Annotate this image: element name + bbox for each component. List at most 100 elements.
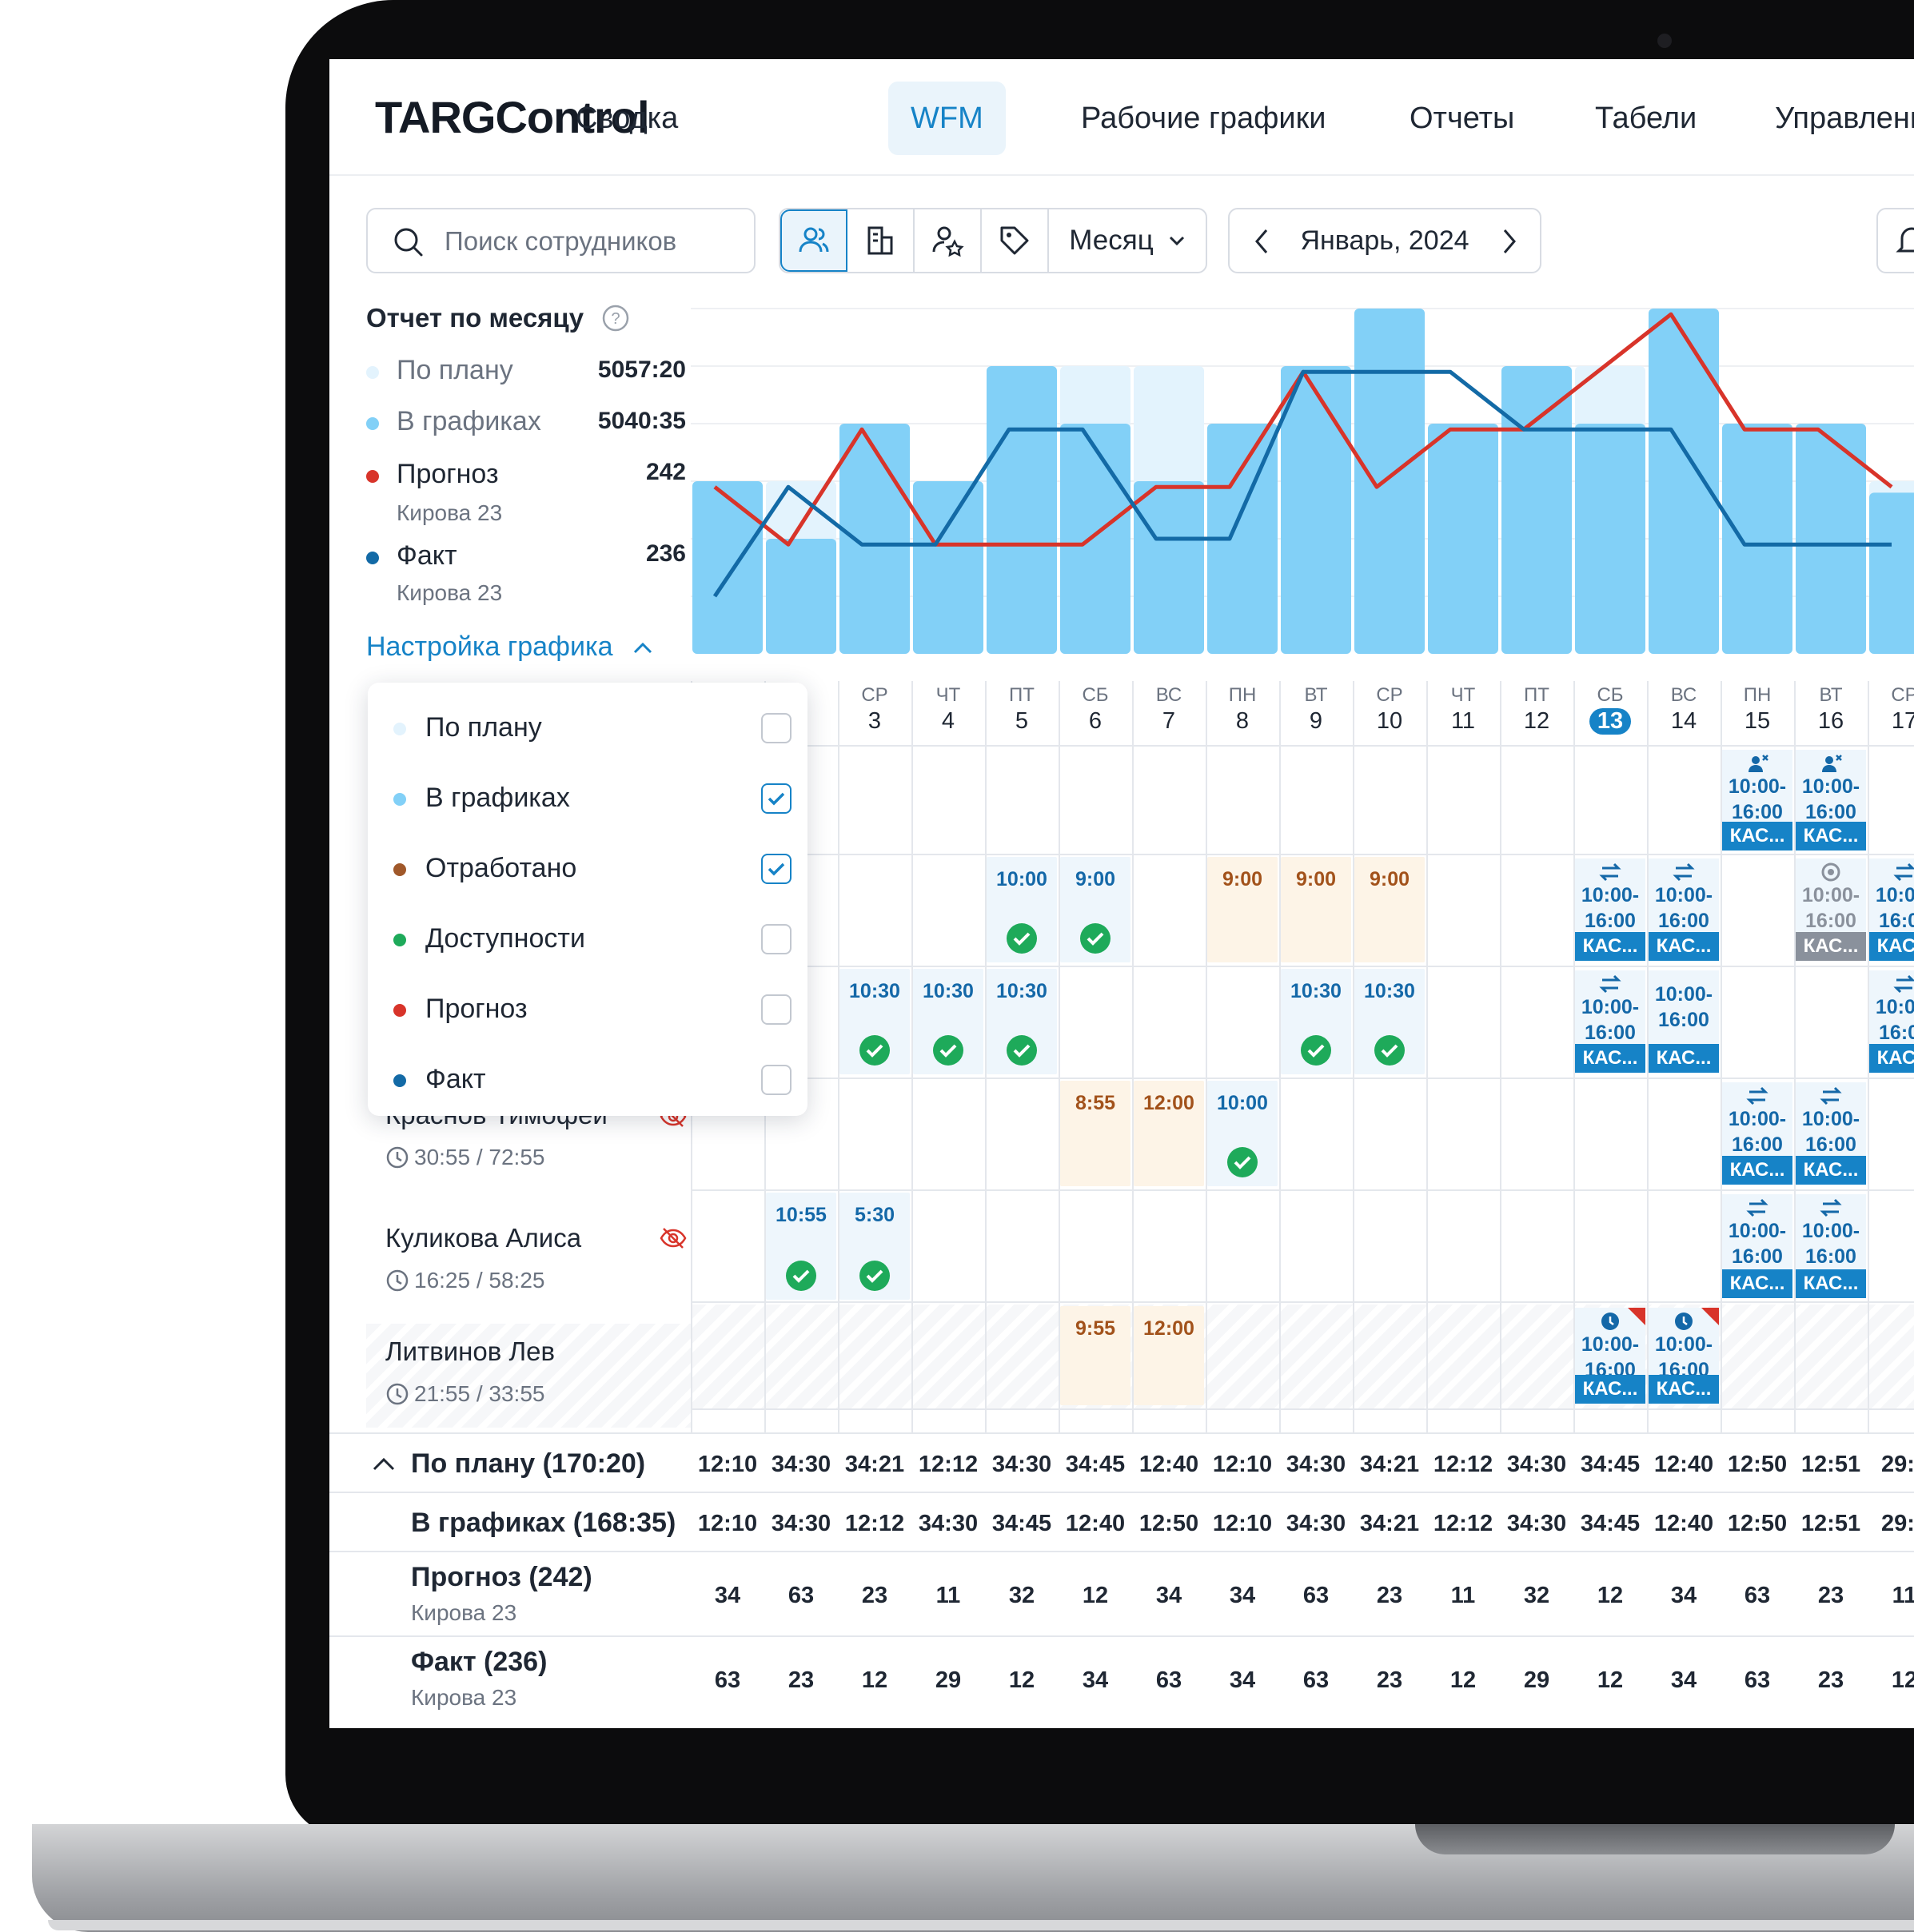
shift-block[interactable]: 10:00-16:00КАС...: [1869, 970, 1914, 1073]
day-header[interactable]: ВС 14: [1647, 681, 1721, 745]
planned-cell[interactable]: 10:30: [1354, 969, 1425, 1074]
bar-scheduled-7[interactable]: [1134, 481, 1204, 654]
planned-cell[interactable]: 9:00: [1060, 857, 1130, 962]
eye-off-icon[interactable]: [659, 1226, 688, 1250]
brand-logo[interactable]: TARGControl: [375, 92, 650, 142]
planned-cell[interactable]: 10:30: [987, 969, 1057, 1074]
day-header[interactable]: ВТ 16: [1794, 681, 1868, 745]
filter-employees-button[interactable]: [780, 209, 847, 272]
option-checkbox[interactable]: [761, 783, 792, 814]
notifications-button[interactable]: [1876, 208, 1914, 273]
bar-scheduled-8[interactable]: [1207, 424, 1278, 654]
chevron-right-icon[interactable]: [1500, 227, 1517, 256]
bar-scheduled-5[interactable]: [987, 366, 1057, 654]
planned-cell[interactable]: 5:30: [839, 1193, 910, 1300]
filter-positions-button[interactable]: [915, 209, 982, 272]
day-header[interactable]: ЧТ 11: [1426, 681, 1500, 745]
worked-cell[interactable]: 9:00: [1207, 857, 1278, 962]
dropdown-option[interactable]: По плану: [368, 692, 807, 763]
nav-timesheets[interactable]: Табели: [1595, 102, 1697, 135]
chevron-left-icon[interactable]: [1254, 227, 1271, 256]
filter-tags-button[interactable]: [982, 209, 1049, 272]
nav-wfm[interactable]: WFM: [888, 82, 1006, 155]
filter-locations-button[interactable]: [847, 209, 915, 272]
planned-cell[interactable]: 10:00: [1207, 1081, 1278, 1186]
cell-time: 8:55: [1075, 1092, 1116, 1114]
worked-cell[interactable]: 8:55: [1060, 1081, 1130, 1186]
planned-cell[interactable]: 10:30: [839, 969, 910, 1074]
bar-scheduled-6[interactable]: [1060, 424, 1130, 654]
day-header[interactable]: ПТ 5: [985, 681, 1059, 745]
bar-scheduled-14[interactable]: [1649, 309, 1719, 654]
dropdown-option[interactable]: Факт: [368, 1044, 807, 1114]
option-checkbox[interactable]: [761, 854, 792, 884]
period-select[interactable]: Месяц: [1049, 209, 1206, 272]
day-header[interactable]: СР 3: [838, 681, 911, 745]
dropdown-option[interactable]: Доступности: [368, 903, 807, 974]
bar-scheduled-9[interactable]: [1281, 366, 1351, 654]
day-header[interactable]: ЧТ 4: [911, 681, 985, 745]
day-header[interactable]: СБ 6: [1059, 681, 1132, 745]
day-header[interactable]: СР 10: [1353, 681, 1426, 745]
help-icon[interactable]: ?: [601, 304, 630, 333]
bar-scheduled-2[interactable]: [766, 539, 836, 654]
bar-scheduled-3[interactable]: [839, 424, 910, 654]
bar-scheduled-17[interactable]: [1869, 492, 1914, 654]
worked-cell[interactable]: 12:00: [1134, 1306, 1204, 1405]
employee-row[interactable]: Куликова Алиса 16:25 / 58:25: [366, 1210, 691, 1319]
nav-reports[interactable]: Отчеты: [1410, 102, 1515, 135]
day-header[interactable]: СБ 13: [1573, 681, 1647, 745]
bar-scheduled-1[interactable]: [692, 481, 763, 654]
dropdown-option[interactable]: В графиках: [368, 763, 807, 833]
option-checkbox[interactable]: [761, 713, 792, 743]
bar-scheduled-12[interactable]: [1501, 366, 1572, 654]
bar-scheduled-11[interactable]: [1428, 424, 1498, 654]
day-header[interactable]: СР 17: [1868, 681, 1914, 745]
nav-schedules[interactable]: Рабочие графики: [1081, 102, 1326, 135]
shift-block[interactable]: 10:00-16:00КАС...: [1869, 858, 1914, 961]
bar-scheduled-10[interactable]: [1354, 309, 1425, 654]
day-header[interactable]: ПН 8: [1206, 681, 1279, 745]
planned-cell[interactable]: 10:30: [913, 969, 983, 1074]
worked-cell[interactable]: 12:00: [1134, 1081, 1204, 1186]
worked-cell[interactable]: 9:55: [1060, 1306, 1130, 1405]
chart-settings-toggle[interactable]: Настройка графика: [366, 631, 654, 663]
day-header[interactable]: ПТ 12: [1500, 681, 1573, 745]
bar-scheduled-15[interactable]: [1722, 424, 1792, 654]
employee-row[interactable]: Литвинов Лев 21:55 / 33:55: [366, 1324, 691, 1428]
planned-cell[interactable]: 10:30: [1281, 969, 1351, 1074]
option-checkbox[interactable]: [761, 994, 792, 1025]
dropdown-option[interactable]: Отработано: [368, 833, 807, 903]
day-header[interactable]: ВТ 9: [1279, 681, 1353, 745]
dropdown-option[interactable]: Прогноз: [368, 974, 807, 1044]
option-checkbox[interactable]: [761, 1065, 792, 1095]
search-input[interactable]: Поиск сотрудников: [366, 208, 756, 273]
day-header[interactable]: ПН 15: [1721, 681, 1794, 745]
check-circle-icon: [1080, 923, 1111, 954]
planned-cell[interactable]: 10:55: [766, 1193, 836, 1300]
worked-cell[interactable]: 9:00: [1281, 857, 1351, 962]
option-checkbox[interactable]: [761, 924, 792, 954]
nav-management[interactable]: Управлени: [1775, 102, 1914, 135]
day-header[interactable]: ВС 7: [1132, 681, 1206, 745]
nav-summary[interactable]: Сводка: [576, 102, 679, 135]
chevron-up-icon[interactable]: [371, 1456, 397, 1472]
worked-cell[interactable]: 9:00: [1354, 857, 1425, 962]
bar-scheduled-4[interactable]: [913, 481, 983, 654]
bar-scheduled-16[interactable]: [1796, 424, 1866, 654]
planned-cell[interactable]: 10:00: [987, 857, 1057, 962]
bar-scheduled-13[interactable]: [1575, 424, 1645, 654]
